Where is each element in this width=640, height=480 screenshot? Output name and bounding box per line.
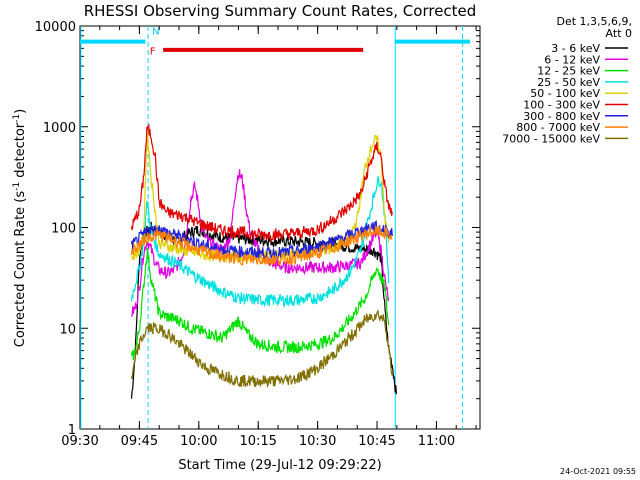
plot-area: NF — [80, 26, 471, 429]
y-tick-label: 10 — [59, 322, 76, 337]
x-tick-label: 10:45 — [358, 434, 395, 449]
legend-label: 25 - 50 keV — [537, 76, 600, 89]
series-line-3 — [130, 247, 390, 360]
plot-frame — [79, 25, 481, 430]
legend-label: 3 - 6 keV — [551, 42, 600, 55]
x-axis: 09:30 09:45 10:00 10:15 10:30 10:45 11:00 — [61, 26, 477, 449]
series-line-8 — [130, 225, 393, 266]
legend-label: 300 - 800 keV — [523, 110, 600, 123]
legend-label: 800 - 7000 keV — [516, 121, 600, 134]
series-line-9 — [130, 309, 393, 389]
legend-label: 100 - 300 keV — [523, 99, 600, 112]
y-axis: 1 10 100 1000 10000 — [35, 20, 480, 438]
x-tick-label: 10:15 — [239, 434, 276, 449]
y-axis-label: Corrected Count Rate (s-1 detector-1) — [12, 109, 28, 347]
x-tick-label: 10:00 — [180, 434, 217, 449]
series-line-4 — [130, 176, 390, 308]
y-tick-label: 1000 — [43, 121, 76, 136]
footer-timestamp: 24-Oct-2021 09:55 — [560, 467, 636, 476]
x-tick-label: 09:45 — [121, 434, 158, 449]
legend-label: 50 - 100 keV — [530, 87, 600, 100]
y-tick-label: 1 — [68, 423, 76, 438]
y-tick-label: 10000 — [35, 20, 76, 35]
x-axis-label: Start Time (29-Jul-12 09:29:22) — [178, 458, 381, 473]
legend-label: 7000 - 15000 keV — [502, 132, 600, 145]
legend-label: 12 - 25 keV — [537, 65, 600, 78]
x-tick-label: 09:30 — [61, 434, 98, 449]
series-line-6 — [130, 124, 393, 243]
legend-header-line-2: Att 0 — [606, 27, 632, 40]
legend-label: 6 - 12 keV — [544, 53, 600, 66]
flare-annotation: F — [150, 47, 156, 58]
chart-title: RHESSI Observing Summary Count Rates, Co… — [84, 2, 477, 20]
x-tick-label: 10:30 — [299, 434, 336, 449]
x-tick-label: 11:00 — [418, 434, 455, 449]
night-annotation: N — [152, 27, 159, 38]
legend-header-line-1: Det 1,3,5,6,9, — [556, 15, 632, 28]
y-tick-label: 100 — [51, 222, 76, 237]
